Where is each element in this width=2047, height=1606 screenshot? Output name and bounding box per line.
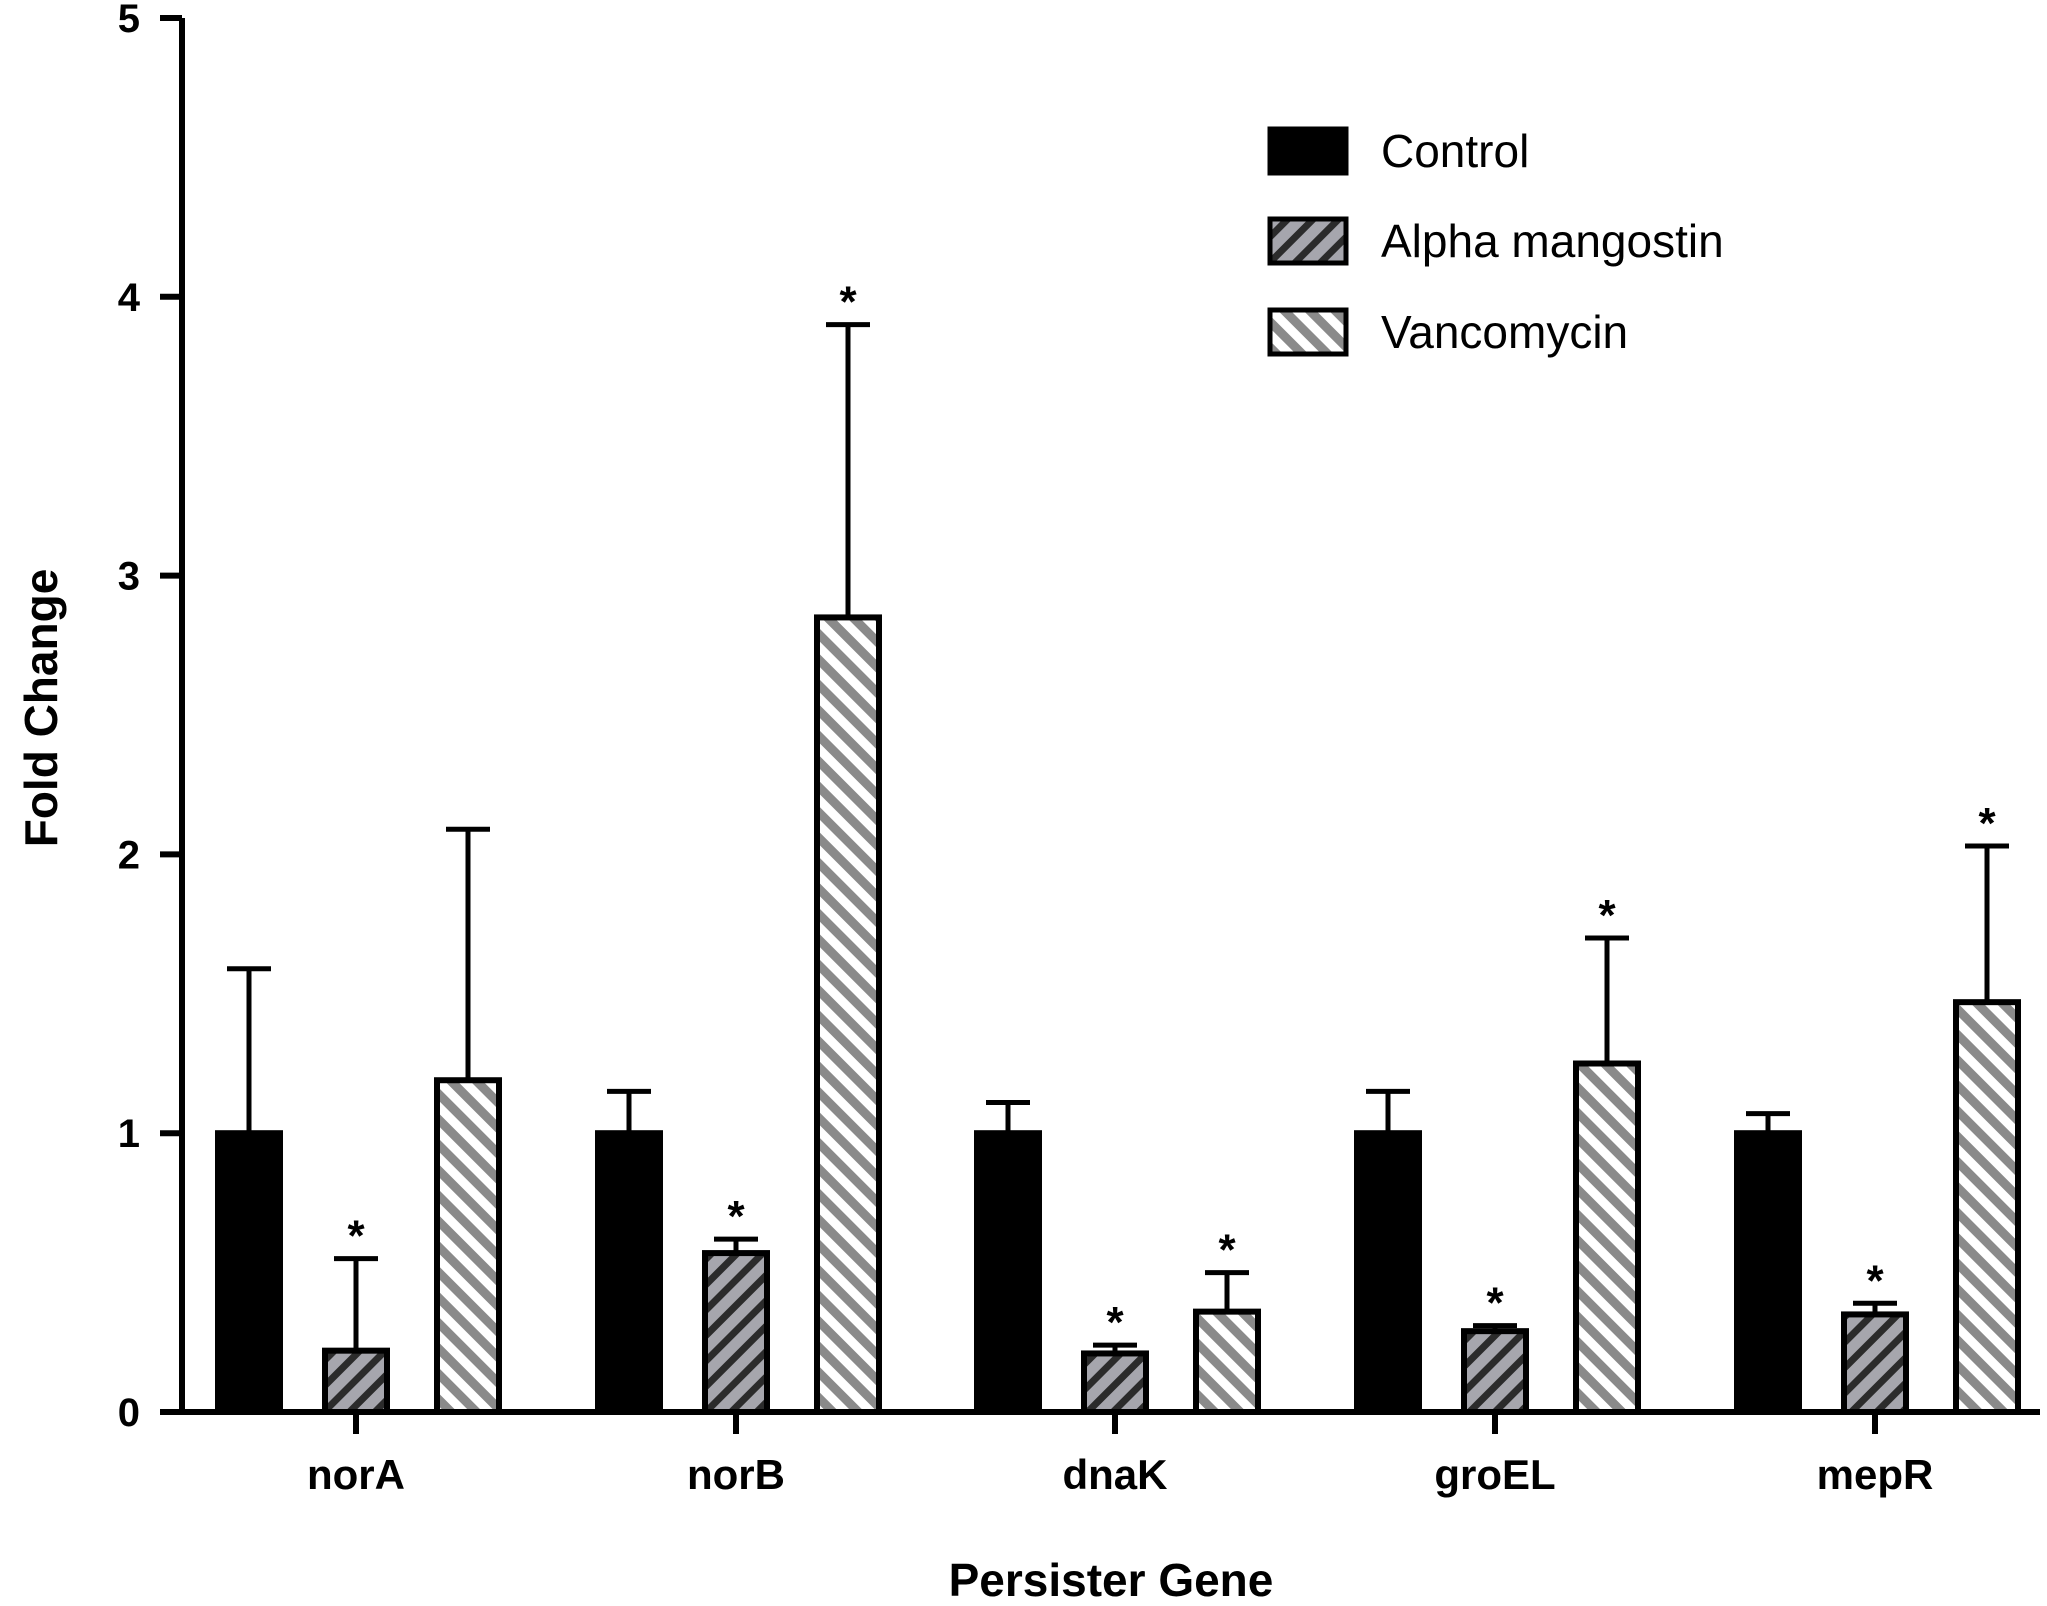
bars: * * * * * * * * * — [215, 278, 2021, 1416]
legend-label: Alpha mangostin — [1381, 215, 1724, 267]
legend-swatch-vancomycin — [1267, 307, 1349, 357]
significance-marker: * — [1218, 1226, 1236, 1275]
x-tick-label: norB — [687, 1451, 785, 1498]
x-tick-label: mepR — [1817, 1451, 1934, 1498]
x-tick-label: dnaK — [1063, 1451, 1168, 1498]
y-tick-label: 1 — [118, 1112, 140, 1156]
bar-dnaK-vancomycin — [1193, 1308, 1261, 1415]
y-tick-label: 0 — [118, 1391, 140, 1435]
legend-label: Vancomycin — [1381, 306, 1628, 358]
bar-mepR-control — [1734, 1130, 1802, 1415]
significance-marker: * — [839, 278, 857, 327]
y-tick-label: 2 — [118, 833, 140, 877]
bar-groEL-alpha-mangostin — [1461, 1328, 1529, 1415]
x-tick-label: groEL — [1434, 1451, 1555, 1498]
bar-norA-vancomycin — [434, 1077, 502, 1416]
significance-marker: * — [347, 1212, 365, 1261]
x-axis-title: Persister Gene — [949, 1554, 1274, 1606]
bar-mepR-alpha-mangostin — [1841, 1311, 1909, 1416]
bar-norB-vancomycin — [814, 614, 882, 1415]
bar-dnaK-alpha-mangostin — [1081, 1350, 1149, 1416]
significance-marker: * — [1486, 1279, 1504, 1328]
y-tick-label: 5 — [118, 0, 140, 41]
y-axis-title: Fold Change — [15, 569, 67, 848]
legend-swatch-control — [1267, 126, 1349, 176]
bar-groEL-vancomycin — [1573, 1060, 1641, 1415]
bar-dnaK-control — [974, 1130, 1042, 1415]
x-tick-label: norA — [307, 1451, 405, 1498]
legend: Control Alpha mangostin Vancomycin — [1267, 125, 1724, 358]
significance-marker: * — [1978, 799, 1996, 848]
bar-groEL-control — [1354, 1130, 1422, 1415]
significance-marker: * — [1106, 1298, 1124, 1347]
legend-label: Control — [1381, 125, 1529, 177]
y-tick-label: 3 — [118, 555, 140, 599]
bar-norB-alpha-mangostin — [702, 1250, 770, 1415]
bar-norB-control — [595, 1130, 663, 1415]
bar-norA-alpha-mangostin — [322, 1347, 390, 1415]
legend-swatch-alpha-mangostin — [1267, 216, 1349, 266]
significance-marker: * — [1598, 891, 1616, 940]
significance-marker: * — [727, 1192, 745, 1241]
significance-marker: * — [1866, 1256, 1884, 1305]
bar-norA-control — [215, 1130, 283, 1415]
bar-mepR-vancomycin — [1953, 999, 2021, 1415]
y-tick-label: 4 — [118, 276, 141, 320]
